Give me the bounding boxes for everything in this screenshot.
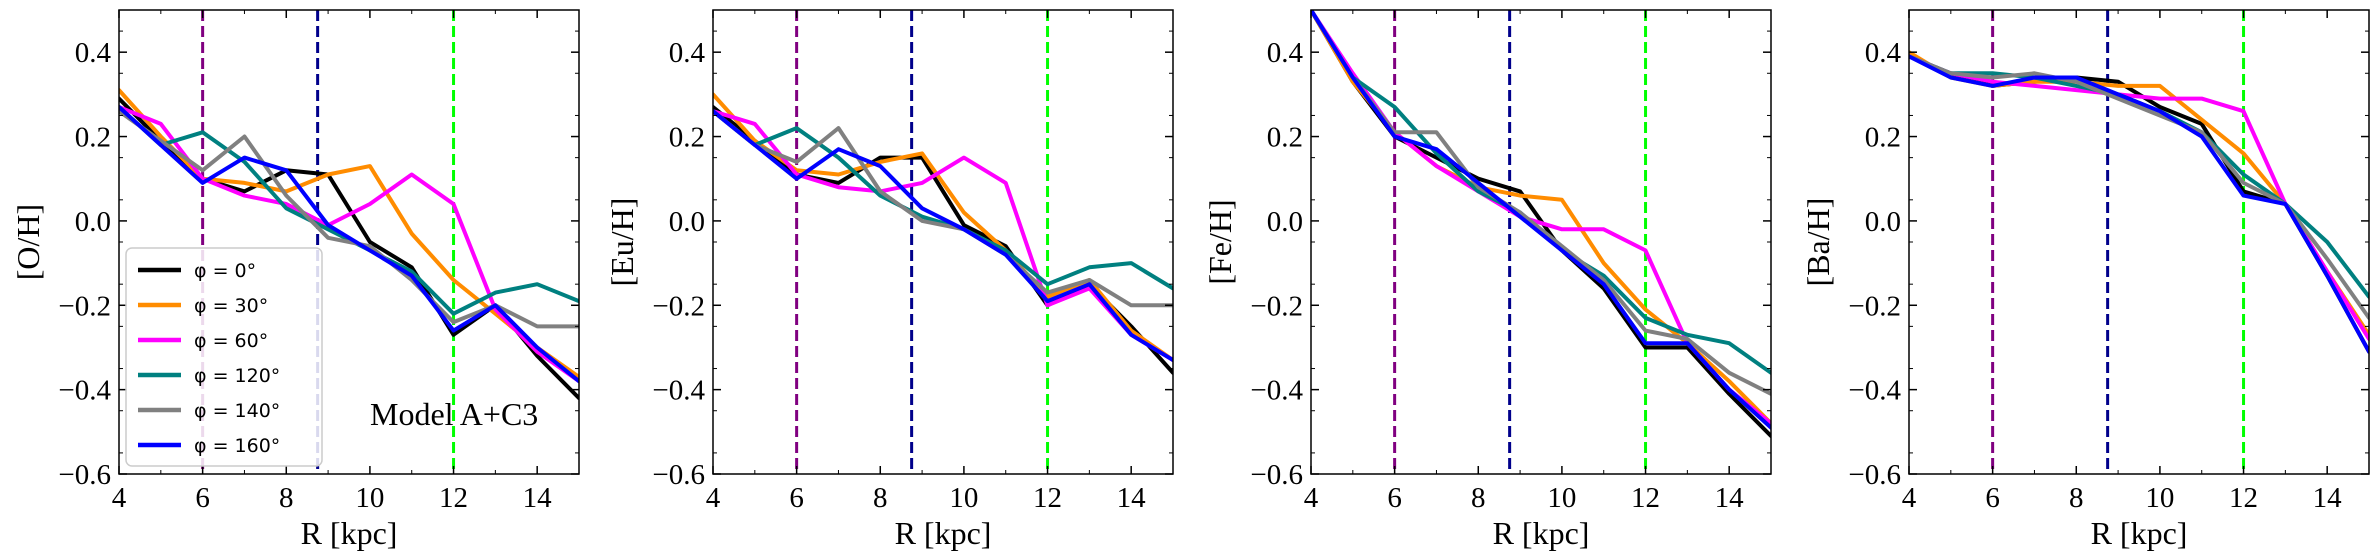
- x-tick-label: 14: [2313, 482, 2343, 514]
- x-tick-label: 6: [789, 482, 804, 514]
- x-tick-label: 12: [1033, 482, 1062, 514]
- x-axis-label: R [kpc]: [2091, 515, 2188, 551]
- panel-1: −0.6 −0.4 −0.2 0.0 0.2 0.4 4 6 8 10 12 14 R [kpc] [Eu…: [604, 9, 1174, 551]
- legend-item: φ = 140°: [138, 400, 280, 422]
- x-tick-label: 10: [949, 482, 978, 514]
- y-axis-label: [O/H]: [10, 204, 46, 280]
- y-tick-label: −0.6: [652, 459, 705, 491]
- x-tick-label: 14: [1715, 482, 1745, 514]
- y-tick-label: 0.2: [75, 122, 111, 154]
- y-tick-label: 0.4: [1267, 37, 1304, 69]
- y-tick-label: 0.2: [669, 122, 705, 154]
- x-tick-label: 6: [1985, 482, 2000, 514]
- y-tick-label: 0.0: [1267, 206, 1303, 238]
- x-tick-label: 8: [873, 482, 888, 514]
- x-tick-label: 10: [1547, 482, 1576, 514]
- x-tick-label: 6: [1387, 482, 1402, 514]
- x-axis-label: R [kpc]: [301, 515, 398, 551]
- panel-3: −0.6 −0.4 −0.2 0.0 0.2 0.4 4 6 8 10 12 14 R [kpc] [Ba…: [1800, 9, 2370, 551]
- series-line: [713, 109, 1173, 291]
- y-tick-label: 0.0: [75, 206, 111, 238]
- legend-item: φ = 120°: [138, 365, 280, 387]
- x-tick-label: 12: [1631, 482, 1660, 514]
- y-tick-label: −0.2: [1250, 290, 1303, 322]
- x-tick-label: 14: [523, 482, 553, 514]
- plot-area: [713, 10, 1173, 474]
- y-tick-label: −0.4: [652, 375, 705, 407]
- panel-0: −0.6 −0.4 −0.2 0.0 0.2 0.4 4 6 8 10 12 14 R [kpc] [O/…: [10, 9, 580, 551]
- x-tick-label: 6: [195, 482, 210, 514]
- y-tick-label: 0.4: [669, 37, 706, 69]
- series-line: [1909, 54, 2369, 354]
- legend-item: φ = 160°: [138, 435, 280, 457]
- y-tick-label: −0.4: [1848, 375, 1901, 407]
- y-tick-label: −0.6: [58, 459, 111, 491]
- legend: φ = 0° φ = 30° φ = 60° φ = 120° φ = 140° φ = …: [125, 247, 323, 467]
- legend-label: φ = 60°: [194, 330, 268, 352]
- x-tick-label: 10: [2145, 482, 2174, 514]
- plot-area: [1909, 10, 2369, 474]
- legend-item: φ = 0°: [138, 260, 256, 282]
- legend-label: φ = 0°: [194, 260, 256, 282]
- legend-item: φ = 60°: [138, 330, 268, 352]
- y-tick-label: −0.2: [652, 290, 705, 322]
- y-tick-label: −0.6: [1250, 459, 1303, 491]
- series-line: [713, 109, 1173, 363]
- series-line: [1311, 10, 1771, 396]
- legend-label: φ = 30°: [194, 295, 268, 317]
- series-line: [1311, 10, 1771, 430]
- plot-frame: [1310, 9, 1772, 475]
- plot-area: [1311, 10, 1771, 474]
- model-annotation: Model A+C3: [370, 396, 538, 432]
- x-tick-label: 10: [355, 482, 384, 514]
- x-tick-label: 4: [112, 482, 127, 514]
- x-tick-label: 12: [2229, 482, 2258, 514]
- x-tick-label: 8: [279, 482, 294, 514]
- legend-item: φ = 30°: [138, 295, 268, 317]
- series-line: [713, 109, 1173, 308]
- y-tick-label: 0.4: [1865, 37, 1902, 69]
- x-tick-label: 8: [2069, 482, 2084, 514]
- series-line: [713, 105, 1173, 375]
- x-tick-label: 12: [439, 482, 468, 514]
- x-tick-label: 4: [1902, 482, 1917, 514]
- y-tick-label: 0.0: [669, 206, 705, 238]
- x-tick-label: 4: [706, 482, 721, 514]
- series-line: [1909, 54, 2369, 341]
- plot-frame: [712, 9, 1174, 475]
- x-axis-label: R [kpc]: [1493, 515, 1590, 551]
- panel-2: −0.6 −0.4 −0.2 0.0 0.2 0.4 4 6 8 10 12 14 R [kpc] [Fe…: [1202, 9, 1772, 551]
- legend-label: φ = 140°: [194, 400, 280, 422]
- y-tick-label: −0.4: [1250, 375, 1303, 407]
- series-line: [1311, 10, 1771, 375]
- series-line: [119, 105, 579, 384]
- y-tick-label: 0.2: [1865, 122, 1901, 154]
- y-tick-label: −0.6: [1848, 459, 1901, 491]
- y-axis-label: [Eu/H]: [604, 198, 640, 287]
- x-axis-label: R [kpc]: [895, 515, 992, 551]
- y-tick-label: −0.2: [58, 290, 111, 322]
- series-line: [713, 109, 1173, 363]
- x-tick-label: 8: [1471, 482, 1486, 514]
- series-line: [119, 105, 579, 384]
- legend-label: φ = 160°: [194, 435, 280, 457]
- series-line: [119, 109, 579, 329]
- y-tick-label: 0.4: [75, 37, 112, 69]
- legend-label: φ = 120°: [194, 365, 280, 387]
- x-tick-label: 14: [1117, 482, 1147, 514]
- x-tick-label: 4: [1304, 482, 1319, 514]
- y-tick-label: 0.2: [1267, 122, 1303, 154]
- y-tick-label: 0.0: [1865, 206, 1901, 238]
- y-tick-label: −0.4: [58, 375, 111, 407]
- y-tick-label: −0.2: [1848, 290, 1901, 322]
- y-axis-label: [Ba/H]: [1800, 198, 1836, 287]
- y-axis-label: [Fe/H]: [1202, 199, 1238, 284]
